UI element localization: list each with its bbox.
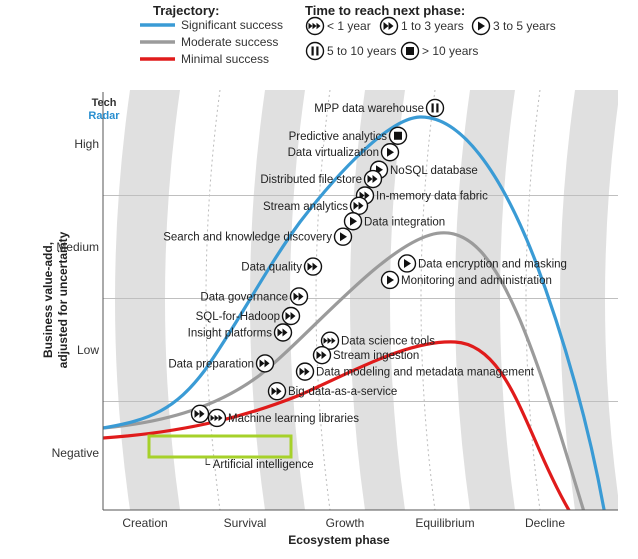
phase-divider xyxy=(420,90,436,510)
tech-label: Monitoring and administration xyxy=(401,275,552,287)
y-axis-title-line2: adjusted for uncertainty xyxy=(56,231,70,368)
tech-marker-artificial-intelligence[interactable]: └ Artificial intelligence xyxy=(190,404,314,471)
tech-label: Data integration xyxy=(364,216,445,228)
tech-marker-data-science-tools[interactable]: Data science tools xyxy=(320,331,436,350)
y-tick-label: Negative xyxy=(52,446,100,460)
tech-marker-data-encryption-and-masking[interactable]: Data encryption and masking xyxy=(397,254,567,273)
tech-marker-monitoring-and-administration[interactable]: Monitoring and administration xyxy=(380,270,552,290)
tech-label: Data modeling and metadata management xyxy=(316,367,535,379)
trajectory-curves xyxy=(103,115,606,510)
y-tick-label: High xyxy=(74,137,99,151)
tech-label: Machine learning libraries xyxy=(228,413,359,425)
marker-ring xyxy=(305,41,325,61)
tech-marker-data-preparation[interactable]: Data preparation xyxy=(168,354,275,373)
tech-marker-data-virtualization[interactable]: Data virtualization xyxy=(288,143,400,162)
x-tick-label: Growth xyxy=(326,516,365,530)
x-tick-label: Decline xyxy=(525,516,565,530)
tech-label: SQL-for-Hadoop xyxy=(196,311,280,323)
tech-label: Data science tools xyxy=(341,336,435,348)
trajectory-legend-item: Moderate success xyxy=(140,35,278,49)
tech-marker-predictive-analytics[interactable]: Predictive analytics xyxy=(289,126,408,145)
tech-label: Predictive analytics xyxy=(289,131,388,143)
legend-label: Minimal success xyxy=(181,52,269,66)
minimal-success-curve xyxy=(103,340,571,510)
time-legend-item: 3 to 5 years xyxy=(471,16,556,36)
tech-label: Insight platforms xyxy=(188,327,273,339)
legend: Trajectory: Significant success Moderate … xyxy=(140,3,556,66)
tech-marker-distributed-file-store[interactable]: Distributed file store xyxy=(260,169,383,189)
y-tick-labels: Negative Low Medium High xyxy=(52,137,100,460)
phase-divider xyxy=(205,90,221,510)
legend-label: < 1 year xyxy=(327,19,371,33)
technology-markers: MPP data warehouse Predictive analytics Da… xyxy=(163,98,567,471)
tech-marker-search-and-knowledge-discovery[interactable]: Search and knowledge discovery xyxy=(163,227,353,246)
tech-label: MPP data warehouse xyxy=(314,103,424,115)
legend-label: Moderate success xyxy=(181,35,278,49)
tech-label: Big-data-as-a-service xyxy=(288,386,397,398)
tech-marker-big-data-as-a-service[interactable]: Big-data-as-a-service xyxy=(267,382,398,401)
tech-label: Data encryption and masking xyxy=(418,258,567,270)
y-tick-label: Low xyxy=(77,343,99,357)
tech-label: Data quality xyxy=(241,262,302,274)
tech-label: Stream ingestion xyxy=(333,350,419,362)
phase-divider xyxy=(525,90,541,510)
tech-marker-insight-platforms[interactable]: Insight platforms xyxy=(188,323,293,342)
tech-marker-machine-learning-libraries[interactable]: Machine learning libraries xyxy=(207,408,360,428)
trajectory-legend-item: Significant success xyxy=(140,18,283,32)
time-legend-item: < 1 year xyxy=(305,16,371,36)
tech-label: Data governance xyxy=(200,291,288,303)
x-tick-label: Creation xyxy=(122,516,167,530)
tech-marker-data-integration[interactable]: Data integration xyxy=(343,212,446,231)
tech-label: Stream analytics xyxy=(263,201,348,213)
phase-divider xyxy=(315,90,331,510)
legend-label: > 10 years xyxy=(422,44,478,58)
x-tick-label: Equilibrium xyxy=(415,516,474,530)
x-tick-label: Survival xyxy=(224,516,267,530)
tech-label: Data virtualization xyxy=(288,147,379,159)
legend-label: 5 to 10 years xyxy=(327,44,396,58)
tech-label: └ Artificial intelligence xyxy=(202,457,314,471)
tech-marker-sql-for-hadoop[interactable]: SQL-for-Hadoop xyxy=(196,306,301,326)
logo-line2: Radar xyxy=(88,110,120,122)
marker-ring xyxy=(425,98,445,118)
legend-label: 3 to 5 years xyxy=(493,19,556,33)
legend-label: Significant success xyxy=(181,18,283,32)
tech-marker-data-quality[interactable]: Data quality xyxy=(241,257,323,276)
phase-band xyxy=(455,90,515,510)
trajectory-legend-item: Minimal success xyxy=(140,52,269,66)
x-axis-title: Ecosystem phase xyxy=(288,533,390,547)
moderate-success-curve xyxy=(103,231,586,510)
tech-marker-stream-ingestion[interactable]: Stream ingestion xyxy=(312,345,420,365)
tech-marker-data-governance[interactable]: Data governance xyxy=(200,287,309,306)
time-legend-item: > 10 years xyxy=(400,41,478,61)
time-legend-item: 5 to 10 years xyxy=(305,41,396,61)
time-legend-item: 1 to 3 years xyxy=(379,16,464,36)
y-tick-label: Medium xyxy=(56,240,99,254)
tech-marker-stream-analytics[interactable]: Stream analytics xyxy=(263,196,369,216)
x-tick-labels: Creation Survival Growth Equilibrium Decline xyxy=(122,516,565,530)
tech-label: Data preparation xyxy=(168,358,254,370)
tech-label: In-memory data fabric xyxy=(376,191,488,203)
tech-radar-logo: Tech Radar xyxy=(88,97,120,122)
tech-label: NoSQL database xyxy=(390,165,478,177)
tech-marker-data-modeling-and-metadata-management[interactable]: Data modeling and metadata management xyxy=(295,362,535,381)
trajectory-legend-title: Trajectory: xyxy=(153,3,219,18)
legend-label: 1 to 3 years xyxy=(401,19,464,33)
tech-label: Search and knowledge discovery xyxy=(163,232,332,244)
highlight-box xyxy=(147,434,293,459)
y-axis-title-line1: Business value-add, xyxy=(41,242,55,358)
tech-label: Distributed file store xyxy=(260,174,362,186)
tech-marker-in-memory-data-fabric[interactable]: In-memory data fabric xyxy=(355,186,489,205)
significant-success-curve xyxy=(103,115,606,510)
time-legend-title: Time to reach next phase: xyxy=(305,3,465,18)
tech-marker-mpp-data-warehouse[interactable]: MPP data warehouse xyxy=(314,98,445,118)
logo-line1: Tech xyxy=(92,97,117,109)
